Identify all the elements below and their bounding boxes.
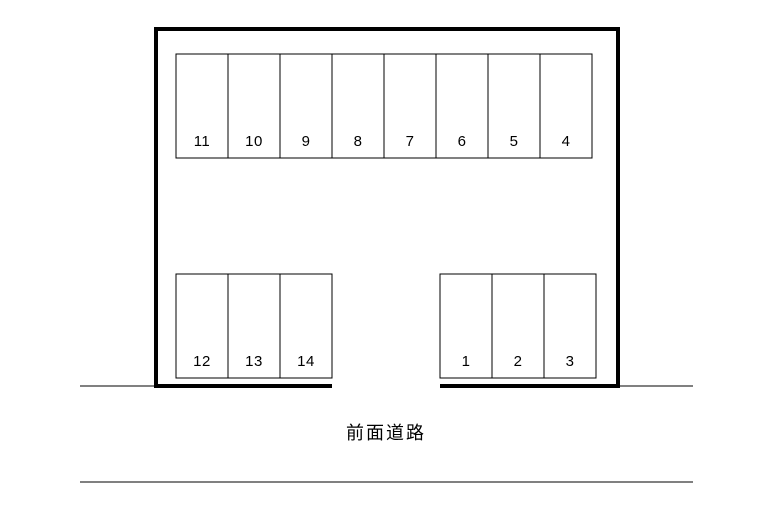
stall-number: 8 [354, 133, 363, 150]
stall-number: 11 [194, 133, 211, 150]
stall-row-bottom-left: 12 13 14 [176, 274, 332, 378]
stall-row-bottom-right: 1 2 3 [440, 274, 596, 378]
stall-row-top: 11 10 9 8 7 6 5 4 [176, 54, 592, 158]
stall-number: 3 [566, 353, 575, 370]
stall-number: 14 [297, 353, 315, 370]
parking-diagram: 1110987654 121314 123 前面道路 [0, 0, 773, 526]
stall-number: 12 [193, 353, 211, 370]
stall-number: 9 [302, 133, 311, 150]
stall-number: 2 [514, 353, 523, 370]
stall-number: 10 [245, 133, 263, 150]
stall-number: 7 [406, 133, 415, 150]
stall-number: 13 [245, 353, 263, 370]
road-label: 前面道路 [346, 423, 426, 443]
stall-number: 6 [458, 133, 467, 150]
stall-number: 4 [562, 133, 571, 150]
stall-number: 1 [462, 353, 471, 370]
stall-number: 5 [510, 133, 519, 150]
